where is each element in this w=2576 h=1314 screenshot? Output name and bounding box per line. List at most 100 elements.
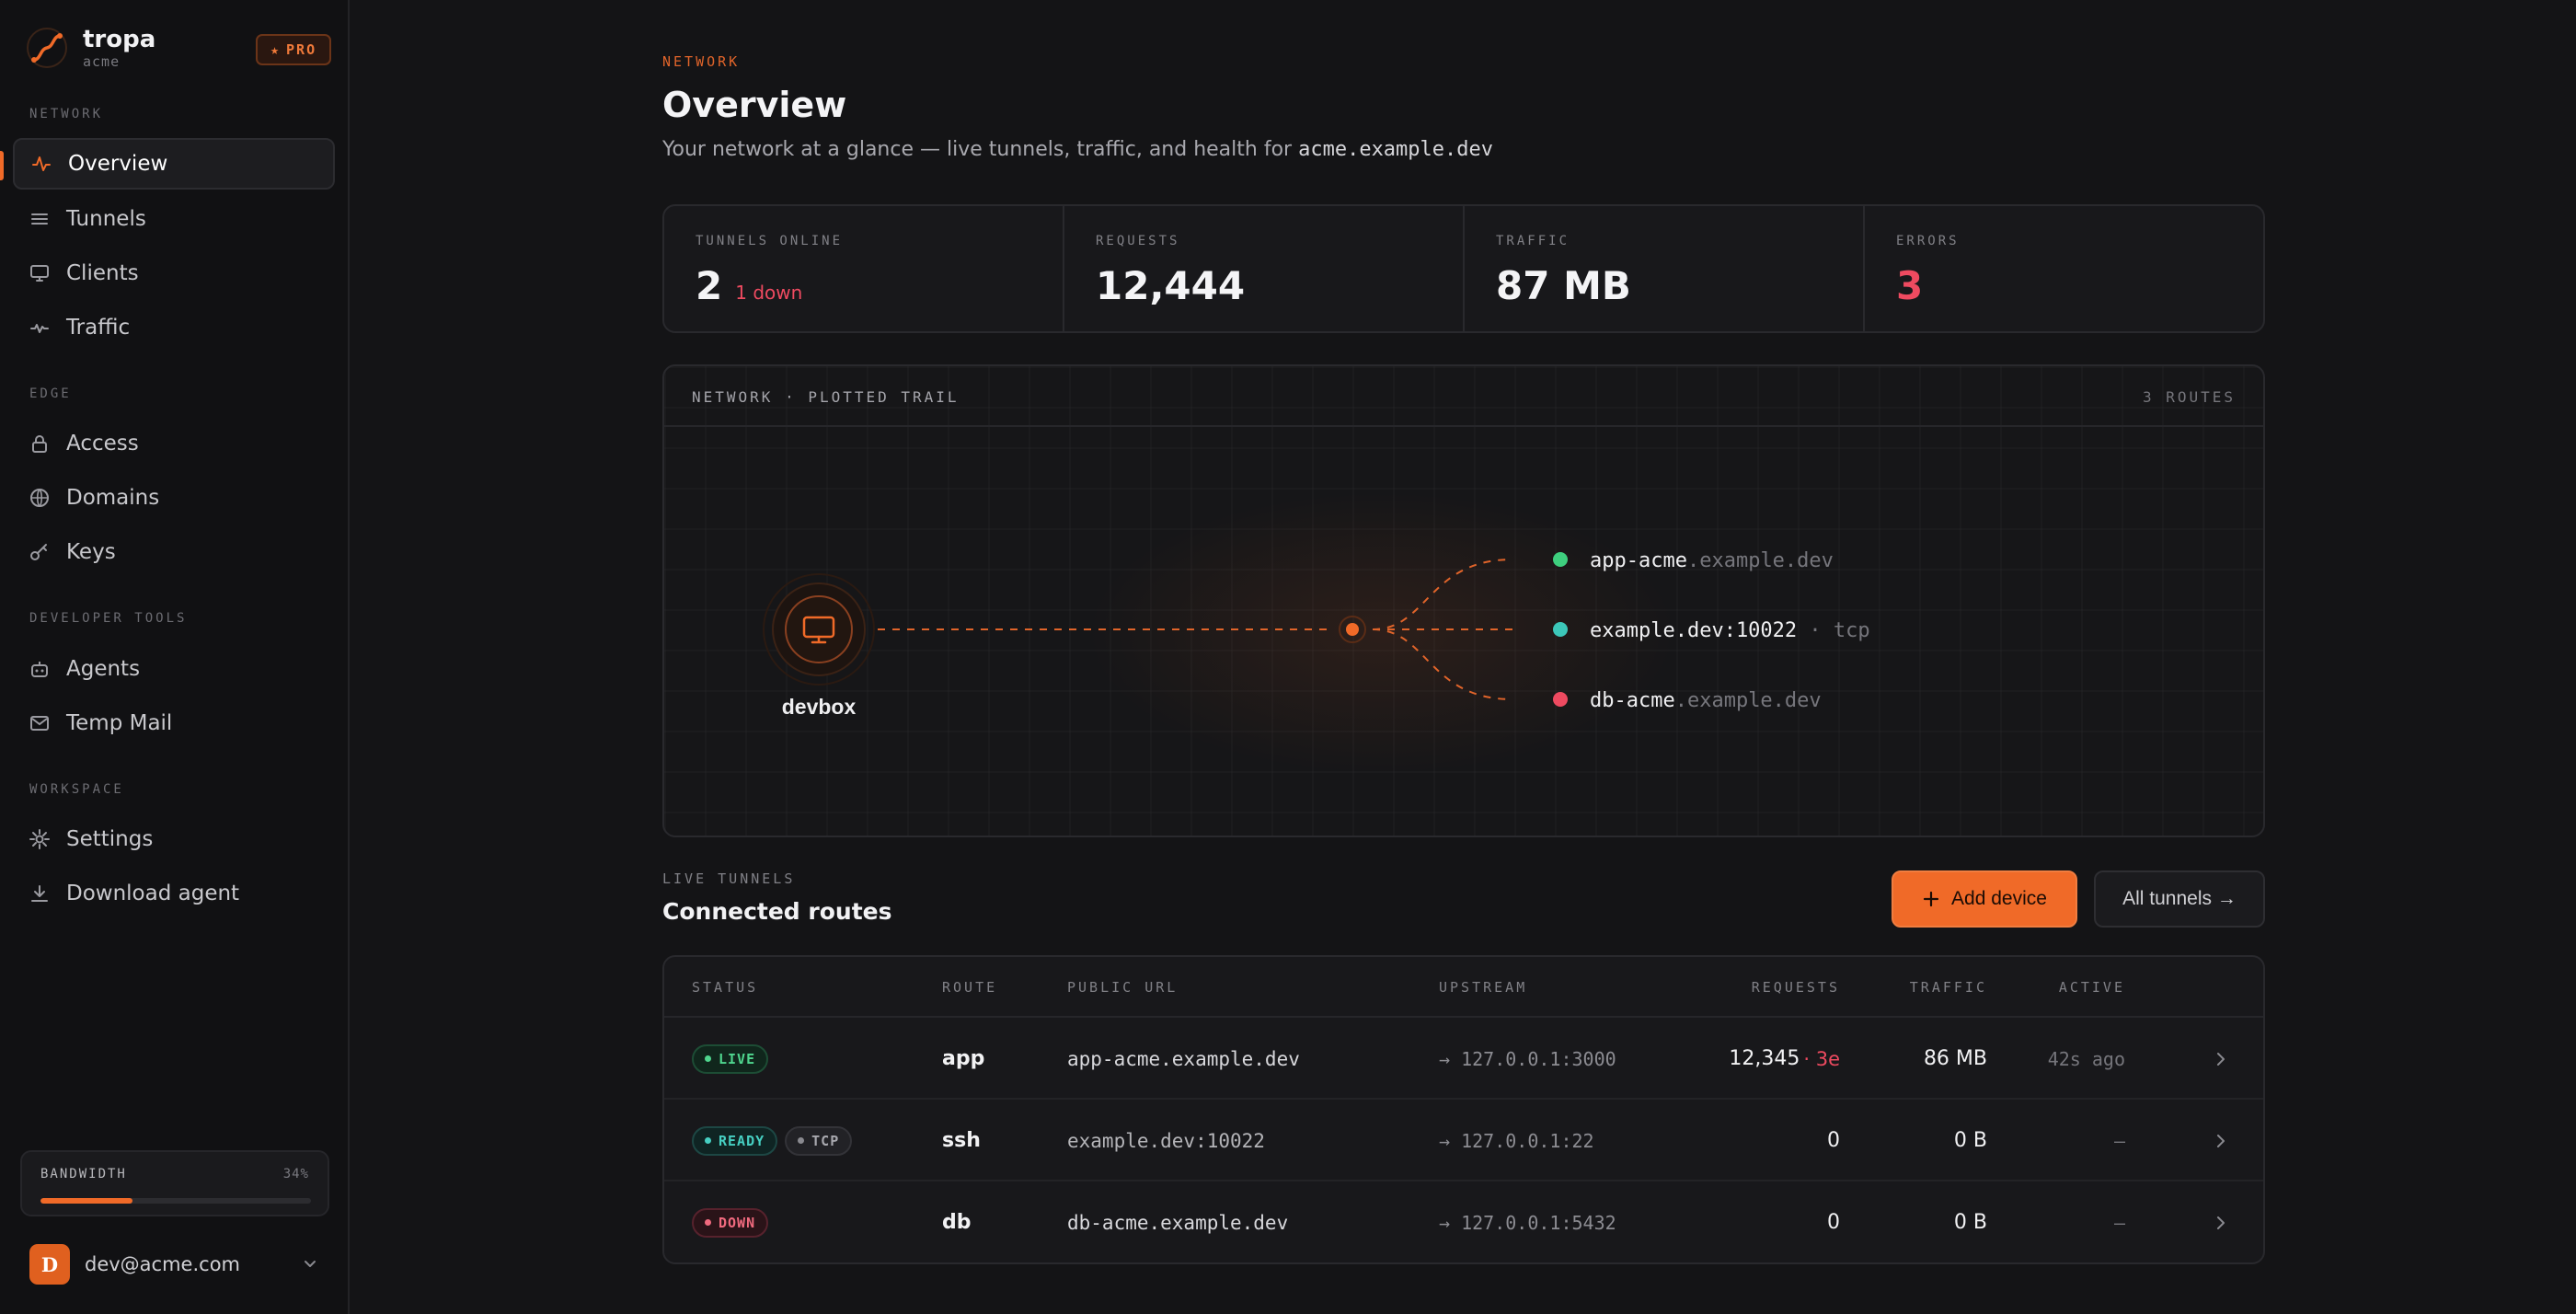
monitor-icon — [29, 263, 50, 283]
traffic-cell: 86 MB — [1923, 1047, 1987, 1070]
page-title: Overview — [662, 85, 847, 125]
chevron-right-icon[interactable] — [2212, 1050, 2230, 1068]
traffic-cell: 0 B — [1953, 1129, 1987, 1152]
route-status-dot — [1553, 552, 1568, 567]
requests-cell: 12,345 · 3e — [1729, 1047, 1840, 1070]
active-cell: — — [2113, 1211, 2125, 1234]
active-cell: — — [2113, 1129, 2125, 1152]
hub-ring — [1339, 616, 1366, 643]
sidebar-item-download-agent[interactable]: Download agent — [13, 868, 335, 919]
device-node[interactable] — [763, 573, 875, 686]
add-device-button[interactable]: Add device — [1892, 870, 2077, 928]
traffic-cell: 0 B — [1953, 1211, 1987, 1234]
status-badge: READY — [692, 1125, 778, 1156]
stat-note: 1 down — [735, 282, 803, 304]
sidebar-item-tunnels[interactable]: Tunnels — [13, 193, 335, 245]
status-badge: DOWN — [692, 1207, 769, 1238]
plus-icon — [1923, 891, 1939, 907]
bandwidth-fill — [40, 1198, 132, 1204]
stat-tunnels-online: TUNNELS ONLINE 2 1 down — [664, 206, 1064, 331]
star-icon: ★ — [270, 41, 282, 58]
sidebar-item-traffic[interactable]: Traffic — [13, 302, 335, 353]
brand-name: tropa — [83, 26, 156, 53]
route-label-ssh[interactable]: example.dev:10022 · tcp — [1590, 619, 1870, 642]
upstream: → 127.0.0.1:5432 — [1439, 1211, 1616, 1234]
route-link-3 — [1372, 628, 1513, 700]
pulse-icon — [31, 154, 52, 174]
active-cell: 42s ago — [2047, 1047, 2125, 1070]
mail-icon — [29, 713, 50, 733]
activity-icon — [29, 317, 50, 338]
page-eyebrow: NETWORK — [662, 53, 741, 70]
gear-icon — [29, 829, 50, 849]
status-badge: LIVE — [692, 1043, 769, 1074]
key-icon — [29, 542, 50, 562]
monitor-icon — [802, 616, 835, 644]
globe-icon — [29, 488, 50, 508]
requests-cell: 0 — [1827, 1129, 1840, 1152]
route-name: app — [942, 1047, 985, 1070]
route-link-1 — [1372, 559, 1513, 630]
table-row[interactable]: READY TCP ssh example.dev:10022 → 127.0.… — [664, 1100, 2263, 1181]
public-url[interactable]: app-acme.example.dev — [1067, 1047, 1300, 1070]
page-subtitle: Your network at a glance — live tunnels,… — [662, 138, 1494, 161]
chevron-right-icon[interactable] — [2212, 1132, 2230, 1150]
route-name: db — [942, 1211, 972, 1234]
routes-table: STATUS ROUTE PUBLIC URL UPSTREAM REQUEST… — [662, 955, 2265, 1264]
sidebar-item-domains[interactable]: Domains — [13, 472, 335, 524]
public-url[interactable]: db-acme.example.dev — [1067, 1211, 1289, 1234]
stat-value: 2 — [696, 263, 723, 308]
sidebar-item-settings[interactable]: Settings — [13, 813, 335, 865]
table-header: STATUS ROUTE PUBLIC URL UPSTREAM REQUEST… — [664, 957, 2263, 1018]
nav-section-developer-tools: DEVELOPER TOOLS — [29, 611, 188, 626]
requests-cell: 0 — [1827, 1211, 1840, 1234]
network-map: NETWORK · PLOTTED TRAIL 3 ROUTES devbox — [662, 364, 2265, 837]
bandwidth-track — [40, 1198, 311, 1204]
network-diagram: devbox app-acme.example.dev example.dev:… — [763, 549, 1870, 719]
nav-section-workspace: WORKSPACE — [29, 782, 124, 797]
route-status-dot — [1553, 692, 1568, 707]
list-icon — [29, 209, 50, 229]
stat-traffic: TRAFFIC 87 MB — [1465, 206, 1865, 331]
route-name: ssh — [942, 1129, 981, 1152]
sidebar-item-temp-mail[interactable]: Temp Mail — [13, 697, 335, 749]
upstream: → 127.0.0.1:3000 — [1439, 1047, 1616, 1070]
route-status-dot — [1553, 622, 1568, 637]
device-label: devbox — [782, 695, 857, 719]
sidebar: tropa acme ★ PRO NETWORK Overview Tunnel… — [0, 0, 350, 1314]
protocol-badge: TCP — [785, 1125, 853, 1156]
robot-icon — [29, 659, 50, 679]
table-row[interactable]: LIVE app app-acme.example.dev → 127.0.0.… — [664, 1018, 2263, 1100]
public-url[interactable]: example.dev:10022 — [1067, 1129, 1265, 1152]
stat-requests: REQUESTS 12,444 — [1064, 206, 1465, 331]
download-icon — [29, 883, 50, 904]
table-row[interactable]: DOWN db db-acme.example.dev → 127.0.0.1:… — [664, 1181, 2263, 1262]
avatar: D — [29, 1244, 70, 1285]
stats-bar: TUNNELS ONLINE 2 1 down REQUESTS 12,444 … — [662, 204, 2265, 333]
network-route-count: 3 ROUTES — [2142, 388, 2236, 406]
stat-value: 3 — [1896, 263, 1924, 308]
sidebar-item-access[interactable]: Access — [13, 418, 335, 469]
stat-value: 12,444 — [1096, 263, 1246, 308]
tropa-logo-icon — [27, 28, 67, 68]
user-menu[interactable]: D dev@acme.com — [29, 1242, 320, 1286]
nav-section-network: NETWORK — [29, 107, 104, 121]
bandwidth-meter: BANDWIDTH 34% — [20, 1150, 329, 1216]
workspace-domain: acme.example.dev — [1298, 138, 1494, 161]
sidebar-item-keys[interactable]: Keys — [13, 526, 335, 578]
route-label-app[interactable]: app-acme.example.dev — [1590, 549, 1834, 572]
live-tunnels-eyebrow: LIVE TUNNELS — [662, 870, 796, 887]
stat-errors: ERRORS 3 — [1896, 234, 1960, 308]
nav-section-edge: EDGE — [29, 386, 72, 401]
all-tunnels-button[interactable]: All tunnels → — [2094, 870, 2265, 928]
network-map-title: NETWORK · PLOTTED TRAIL — [692, 388, 960, 406]
bandwidth-value: 34% — [282, 1167, 309, 1181]
upstream: → 127.0.0.1:22 — [1439, 1129, 1594, 1152]
active-indicator — [0, 151, 4, 180]
route-label-db[interactable]: db-acme.example.dev — [1590, 689, 1822, 712]
chevron-right-icon[interactable] — [2212, 1214, 2230, 1232]
sidebar-item-agents[interactable]: Agents — [13, 643, 335, 695]
sidebar-item-clients[interactable]: Clients — [13, 248, 335, 299]
brand[interactable]: tropa acme — [26, 26, 155, 70]
sidebar-item-overview[interactable]: Overview — [13, 138, 335, 190]
